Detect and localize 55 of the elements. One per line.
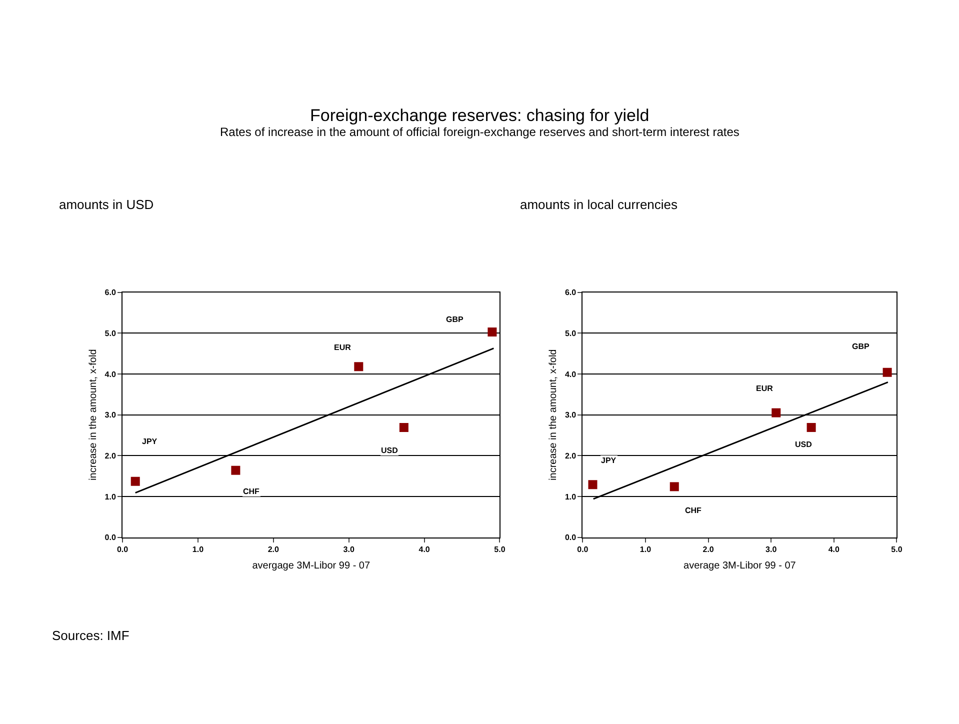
annotation: EUR xyxy=(756,384,774,393)
y-tick-label: 6.0 xyxy=(104,288,116,298)
y-axis-title: increase in the amount, x-fold xyxy=(548,349,559,480)
y-axis-title: increase in the amount, x-fold xyxy=(88,349,99,480)
annotation: EUR xyxy=(334,343,352,352)
y-tick-label: 5.0 xyxy=(564,328,577,338)
y-tick-label: 2.0 xyxy=(104,451,116,460)
x-tick-label: 3.0 xyxy=(766,544,778,554)
x-tick-label: 1.0 xyxy=(640,544,652,554)
x-tick-label: 1.0 xyxy=(192,544,204,554)
y-tick-label: 4.0 xyxy=(564,370,577,379)
x-tick-label: 2.0 xyxy=(268,544,280,554)
point xyxy=(231,466,240,475)
x-tick-label: 5.0 xyxy=(494,544,506,554)
x-axis-title: average 3M-Libor 99 - 07 xyxy=(684,560,796,572)
y-tick-label: 1.0 xyxy=(564,492,577,502)
x-tick-label: 0.0 xyxy=(116,544,129,554)
x-axis-title: avergage 3M-Libor 99 - 07 xyxy=(252,560,370,572)
y-tick-label: 3.0 xyxy=(564,410,577,420)
y-tick-label: 0.0 xyxy=(104,533,116,542)
y-tick-label: 4.0 xyxy=(104,370,116,379)
chart-title: amounts in local currencies xyxy=(520,197,678,212)
annotation: USD xyxy=(795,440,812,449)
annotation: CHF xyxy=(685,506,702,515)
point xyxy=(806,422,816,432)
annotation: GBP xyxy=(852,342,870,351)
y-tick-label: 3.0 xyxy=(104,410,116,420)
text: Rates of increase in the amount of official foreign-exchange reserves and short-term interest rates xyxy=(220,125,740,139)
annotation: GBP xyxy=(446,315,464,324)
x-tick-label: 2.0 xyxy=(702,544,714,554)
point xyxy=(354,362,364,372)
source-note: Sources: IMF xyxy=(52,628,130,643)
y-tick-label: 1.0 xyxy=(104,492,116,502)
point xyxy=(130,476,140,486)
x-tick-label: 4.0 xyxy=(828,544,840,554)
annotation: CHF xyxy=(243,487,260,496)
point xyxy=(399,422,408,432)
x-tick-label: 0.0 xyxy=(577,544,589,554)
point xyxy=(882,368,892,377)
point xyxy=(772,408,781,418)
y-tick-label: 2.0 xyxy=(564,451,577,460)
x-tick-label: 4.0 xyxy=(418,544,430,554)
annotation: USD xyxy=(381,446,398,455)
y-tick-label: 5.0 xyxy=(104,328,116,338)
text: Foreign-exchange reserves: chasing for yield xyxy=(310,106,650,125)
x-tick-label: 3.0 xyxy=(343,544,355,554)
x-tick-label: 5.0 xyxy=(891,544,903,554)
point xyxy=(670,482,679,492)
chart-title: amounts in USD xyxy=(59,197,154,212)
y-tick-label: 0.0 xyxy=(564,533,577,542)
y-tick-label: 6.0 xyxy=(564,288,577,298)
point xyxy=(588,480,598,490)
annotation: JPY xyxy=(142,437,158,446)
point xyxy=(488,327,497,336)
annotation: JPY xyxy=(601,456,617,465)
